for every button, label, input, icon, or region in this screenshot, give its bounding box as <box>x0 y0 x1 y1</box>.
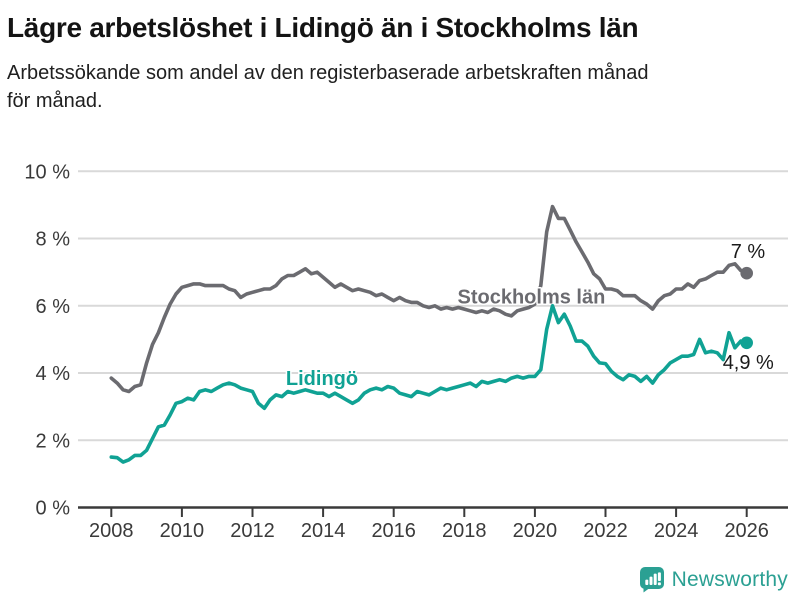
newsworthy-icon <box>639 567 664 593</box>
y-tick-label: 4 % <box>36 363 71 385</box>
chart-subtitle: Arbetssökande som andel av den registerb… <box>7 62 649 113</box>
y-tick-label: 10 % <box>24 161 70 183</box>
x-tick-label: 2012 <box>230 520 275 542</box>
newsworthy-logo: Newsworthy <box>639 566 788 593</box>
x-tick-label: 2020 <box>513 520 558 542</box>
bar-chart-glyph <box>644 573 657 585</box>
newsworthy-wordmark: Newsworthy <box>671 567 788 591</box>
series-end-dot-0 <box>740 266 753 280</box>
speech-bubble-tail <box>643 587 651 593</box>
end-value-label-1: 4,9 % <box>723 352 774 374</box>
y-tick-label: 6 % <box>36 296 71 318</box>
series-label-0: Stockholms län <box>457 286 605 308</box>
series-line-1 <box>109 303 749 464</box>
series-end-dot-1 <box>740 336 753 350</box>
series-line-0 <box>109 204 749 394</box>
end-value-label-0: 7 % <box>731 241 766 263</box>
chart-title: Lägre arbetslöshet i Lidingö än i Stockh… <box>7 12 639 43</box>
x-tick-label: 2008 <box>89 520 134 542</box>
x-tick-label: 2022 <box>583 520 628 542</box>
exclamation-glyph <box>657 572 661 586</box>
x-tick-label: 2026 <box>724 520 769 542</box>
x-tick-label: 2010 <box>160 520 205 542</box>
x-tick-label: 2014 <box>301 520 346 542</box>
x-tick-label: 2016 <box>371 520 416 542</box>
x-tick-label: 2018 <box>442 520 487 542</box>
y-tick-label: 8 % <box>36 229 71 251</box>
line-chart: 0 % 2 % 4 % 6 % 8 % 10 % 2008 2010 2012 2014 2016 2… <box>24 161 788 542</box>
y-tick-label: 0 % <box>36 498 71 520</box>
series-label-1: Lidingö <box>286 368 358 390</box>
y-tick-label: 2 % <box>36 430 71 452</box>
x-tick-label: 2024 <box>654 520 699 542</box>
